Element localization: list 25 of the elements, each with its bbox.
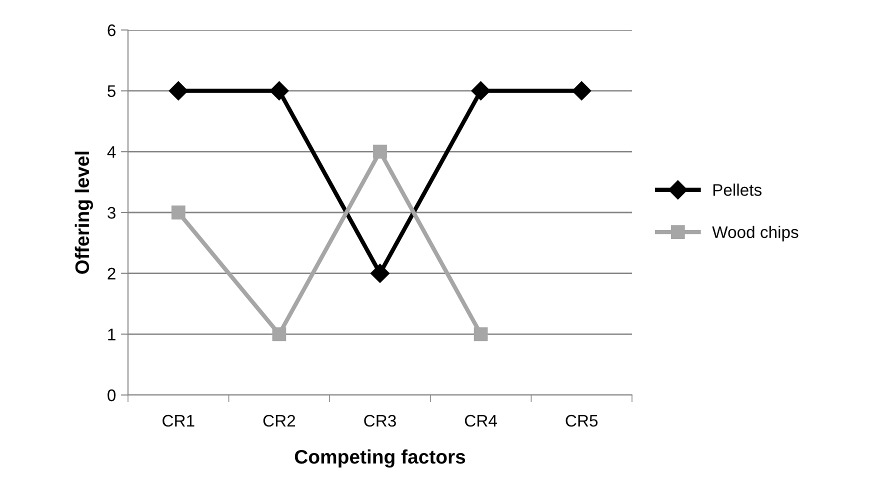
y-tick-label: 2 (108, 268, 116, 280)
point (171, 206, 186, 220)
x-tick-label: CR3 (364, 414, 396, 427)
y-axis-title: Offering level (74, 152, 94, 274)
point (270, 81, 289, 100)
y-tick-label: 3 (108, 206, 116, 219)
x-axis-title: Competing factors (294, 449, 466, 468)
point (474, 327, 488, 342)
x-tick-label: CR4 (464, 414, 497, 427)
point (272, 327, 286, 342)
x-tick-label: CR5 (566, 414, 598, 427)
legend-label: Pellets (713, 184, 762, 196)
x-tick-label: CR2 (263, 414, 296, 427)
x-tick-label: CR1 (162, 414, 194, 427)
y-tick-label: 5 (108, 85, 116, 98)
point (572, 81, 592, 100)
point (168, 81, 188, 100)
y-tick-label: 4 (107, 146, 116, 158)
y-tick-label: 0 (108, 389, 116, 402)
point (471, 81, 490, 100)
y-tick-label: 1 (108, 328, 116, 340)
point (370, 264, 390, 283)
point (373, 144, 387, 159)
y-tick-label: 6 (108, 24, 116, 36)
legend-label: Wood chips (712, 226, 798, 242)
